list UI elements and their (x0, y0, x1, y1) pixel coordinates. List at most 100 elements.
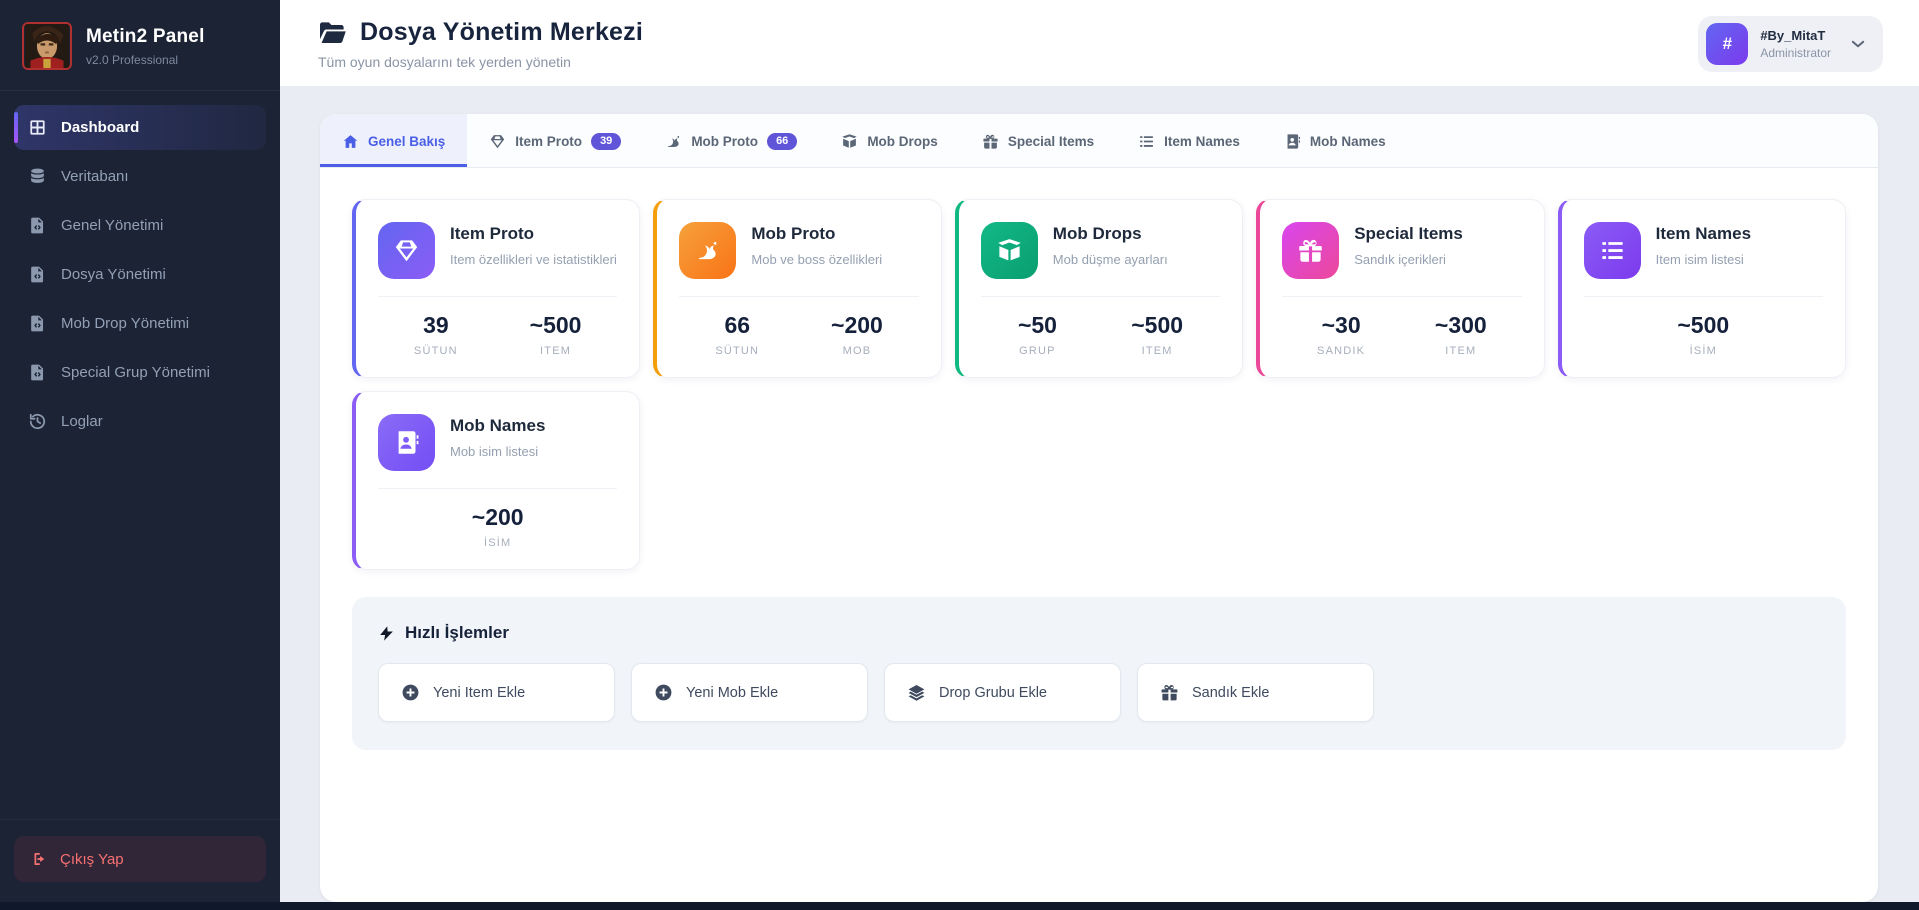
quick-action-drop-grubu-ekle[interactable]: Drop Grubu Ekle (884, 663, 1121, 722)
quick-action-yeni-item-ekle[interactable]: Yeni Item Ekle (378, 663, 615, 722)
card-description: Mob düşme ayarları (1052, 252, 1168, 267)
stat-label: SANDIK (1317, 345, 1366, 357)
avatar: # (1706, 23, 1749, 65)
card-divider (378, 296, 618, 297)
logout-button[interactable]: Çıkış Yap (14, 836, 266, 882)
cards-grid: Item Proto Item özellikleri ve istatistik… (352, 199, 1846, 570)
logo-image (22, 22, 72, 70)
stat-card-mob-names[interactable]: Mob Names Mob isim listesi ~200 İSİM (352, 391, 641, 570)
stat-label: İSİM (483, 537, 512, 549)
sidebar-item-label: Dashboard (61, 119, 140, 136)
sidebar-nav: Dashboard Veritabanı Genel Yönetimi Dosya Y… (0, 91, 280, 458)
quick-action-yeni-mob-ekle[interactable]: Yeni Mob Ekle (631, 663, 868, 722)
main-panel: Genel Bakış Item Proto 39 Mob Proto 66 Mob Dr… (320, 114, 1878, 902)
stat-card-special-items[interactable]: Special Items Sandık içerikleri ~30 SANDIK ~… (1256, 199, 1545, 378)
stat-label: ITEM (540, 345, 572, 357)
header: Dosya Yönetim Merkezi Tüm oyun dosyaları… (280, 0, 1919, 87)
folder-open-icon (318, 20, 348, 46)
card-stat: ~200 MOB (831, 312, 883, 357)
list-icon (1599, 237, 1626, 264)
page-title: Dosya Yönetim Merkezi (360, 18, 644, 46)
user-name: #By_MitaT (1760, 28, 1826, 43)
card-description: Item isim listesi (1655, 252, 1744, 267)
history-icon (28, 412, 47, 431)
stat-label: ITEM (1141, 345, 1173, 357)
card-icon-wrap (378, 222, 435, 279)
address-book-icon (393, 429, 420, 456)
card-icon-wrap (980, 222, 1038, 279)
brand-subtitle: v2.0 Professional (86, 52, 179, 67)
sidebar-item-label: Special Grup Yönetimi (61, 364, 210, 381)
card-stat: ~30 SANDIK (1317, 312, 1365, 357)
stat-card-mob-proto[interactable]: Mob Proto Mob ve boss özellikleri 66 SÜTUN ~… (653, 199, 942, 378)
stat-label: SÜTUN (715, 345, 760, 357)
tab-item-names[interactable]: Item Names (1116, 114, 1262, 167)
user-menu[interactable]: # #By_MitaT Administrator (1698, 16, 1883, 72)
dragon-icon (694, 237, 721, 264)
tab-label: Mob Names (1309, 134, 1386, 149)
tab-mob-names[interactable]: Mob Names (1262, 114, 1408, 167)
card-title: Item Names (1655, 224, 1752, 243)
card-divider (980, 296, 1221, 297)
card-icon-wrap (1583, 222, 1641, 279)
stat-value: 39 (423, 312, 449, 338)
logout-label: Çıkış Yap (60, 850, 124, 868)
card-divider (1583, 296, 1823, 297)
card-stat: ~200 İSİM (472, 504, 524, 549)
main-area: Dosya Yönetim Merkezi Tüm oyun dosyaları… (280, 0, 1919, 902)
quick-action-label: Drop Grubu Ekle (939, 684, 1047, 701)
stat-value: ~200 (471, 504, 524, 530)
tab-item-proto[interactable]: Item Proto 39 (467, 114, 643, 167)
sidebar-footer: Çıkış Yap (0, 819, 280, 902)
sidebar-item-dosya-y-netimi[interactable]: Dosya Yönetimi (14, 252, 266, 297)
sidebar-item-label: Loglar (61, 413, 103, 430)
logout-icon (30, 850, 48, 868)
card-stat: 39 SÜTUN (414, 312, 458, 357)
tab-genel-bak-[interactable]: Genel Bakış (320, 114, 468, 167)
card-stat: ~500 ITEM (1131, 312, 1183, 357)
card-title: Special Items (1354, 224, 1463, 243)
card-stat: ~50 GRUP (1018, 312, 1057, 357)
sidebar-item-special-grup-y-netimi[interactable]: Special Grup Yönetimi (14, 350, 266, 395)
plus-circle-icon (401, 683, 420, 702)
tab-mob-drops[interactable]: Mob Drops (819, 114, 960, 167)
sidebar-item-dashboard[interactable]: Dashboard (14, 105, 266, 150)
tab-label: Genel Bakış (368, 134, 446, 149)
stat-value: ~50 (1017, 312, 1057, 338)
card-icon-wrap (378, 414, 435, 471)
card-stat: ~300 ITEM (1435, 312, 1487, 357)
stat-card-item-proto[interactable]: Item Proto Item özellikleri ve istatistik… (352, 199, 641, 378)
quick-action-sand-k-ekle[interactable]: Sandık Ekle (1137, 663, 1374, 722)
address-book-icon (1284, 133, 1301, 150)
card-title: Item Proto (450, 224, 535, 243)
card-stat: 66 SÜTUN (715, 312, 759, 357)
tab-badge: 39 (591, 133, 622, 150)
sidebar-item-genel-y-netimi[interactable]: Genel Yönetimi (14, 203, 266, 248)
stat-card-item-names[interactable]: Item Names Item isim listesi ~500 İSİM (1557, 199, 1846, 378)
gift-icon (1160, 683, 1179, 702)
tab-label: Special Items (1007, 134, 1095, 149)
sidebar-item-loglar[interactable]: Loglar (14, 399, 266, 444)
card-description: Item özellikleri ve istatistikleri (450, 252, 617, 267)
sidebar-item-veritaban-[interactable]: Veritabanı (14, 154, 266, 199)
file-code-icon (28, 216, 47, 235)
bolt-icon (378, 625, 395, 642)
file-code-icon (28, 363, 47, 382)
gift-icon (1297, 237, 1324, 264)
tab-mob-proto[interactable]: Mob Proto 66 (643, 114, 819, 167)
file-code-icon (28, 265, 47, 284)
stat-value: 66 (724, 312, 751, 338)
card-divider (1282, 296, 1522, 297)
card-title: Mob Drops (1052, 224, 1142, 243)
stat-card-mob-drops[interactable]: Mob Drops Mob düşme ayarları ~50 GRUP ~500 IT… (954, 199, 1244, 378)
sidebar-item-label: Veritabanı (61, 168, 129, 185)
tab-special-items[interactable]: Special Items (960, 114, 1116, 167)
sidebar-item-mob-drop-y-netimi[interactable]: Mob Drop Yönetimi (14, 301, 266, 346)
stat-value: ~500 (1677, 312, 1730, 338)
box-open-icon (996, 237, 1023, 264)
tab-bar: Genel Bakış Item Proto 39 Mob Proto 66 Mob Dr… (320, 114, 1878, 168)
chevron-down-icon (1849, 35, 1867, 53)
gem-icon (489, 133, 506, 150)
tab-label: Mob Proto (691, 134, 759, 149)
